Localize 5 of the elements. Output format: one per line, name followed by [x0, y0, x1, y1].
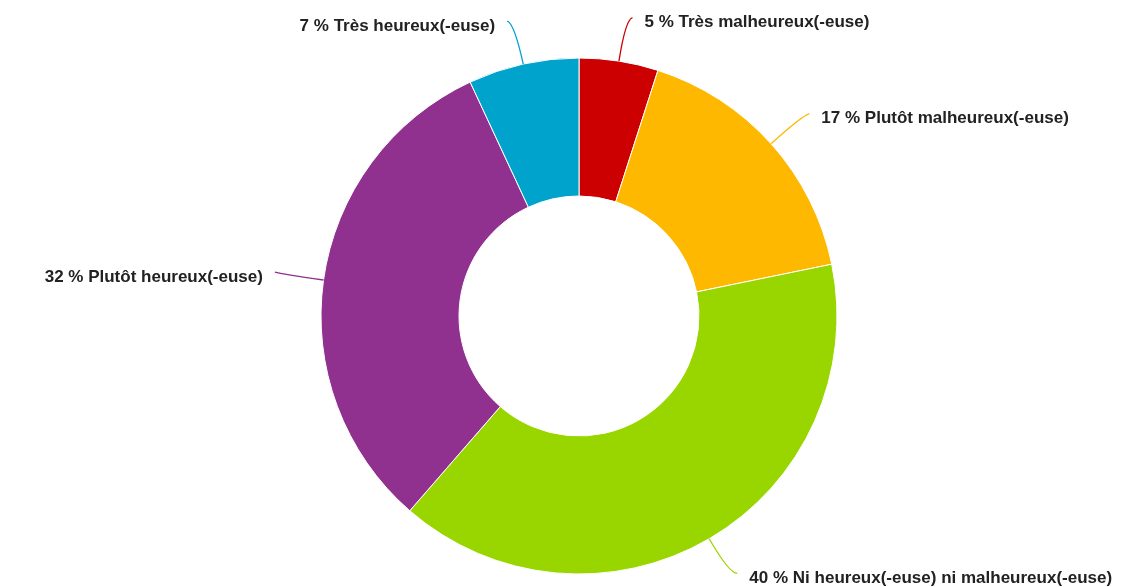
- slice-label: 7 % Très heureux(-euse): [299, 15, 496, 35]
- slice-label: 32 % Plutôt heureux(-euse): [44, 266, 263, 286]
- slice-label: 5 % Très malheureux(-euse): [644, 12, 870, 32]
- slice-label: 40 % Ni heureux(-euse) ni malheureux(-euse): [749, 567, 1113, 587]
- slice-label: 17 % Plutôt malheureux(-euse): [821, 108, 1069, 128]
